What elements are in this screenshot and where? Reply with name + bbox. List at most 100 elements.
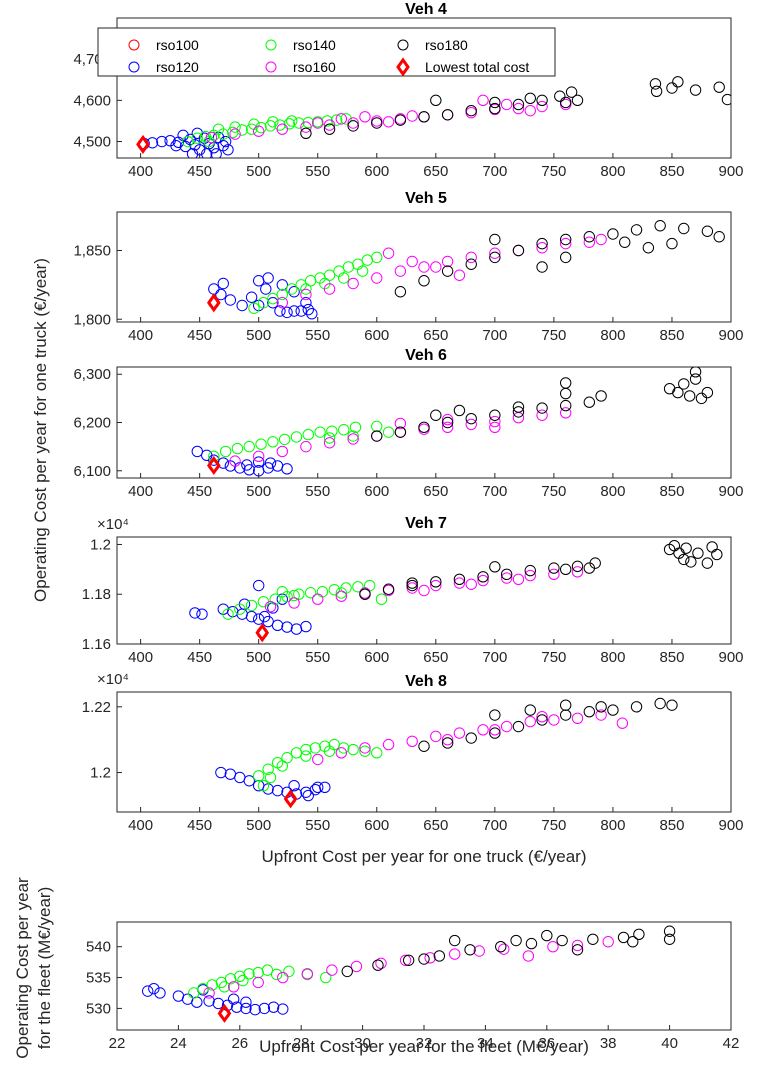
y-exponent-label: ×10⁴: [97, 671, 129, 688]
legend-marker-diamond: [396, 57, 410, 77]
point-rso180: [441, 416, 454, 429]
point-rso140: [229, 121, 241, 133]
point-rso120: [224, 294, 237, 306]
point-rso180: [565, 86, 578, 98]
point-rso140: [219, 445, 232, 458]
point-rso180: [583, 706, 596, 718]
point-rso180: [689, 84, 702, 96]
lowest-total-cost-marker: [283, 789, 298, 809]
point-rso180: [489, 102, 501, 115]
point-rso180: [666, 237, 678, 250]
point-rso160: [382, 247, 395, 259]
y-tick-label: 1.22: [82, 699, 111, 716]
panel-3: 400 450 500 550 600 650 700 750 800 850 900 6,100 6,…: [73, 347, 743, 500]
panel-title: Veh 8: [405, 673, 447, 690]
point-rso180: [418, 421, 430, 434]
y-exponent-label: ×10⁴: [97, 516, 129, 533]
legend-marker-rso120: [128, 61, 140, 73]
point-rso180: [721, 93, 731, 106]
x-tick-label: 450: [187, 649, 212, 666]
point-rso120: [241, 459, 253, 471]
point-rso180: [559, 563, 572, 576]
point-rso140: [267, 436, 279, 448]
x-tick-label: 650: [423, 817, 448, 834]
point-rso120: [249, 1003, 261, 1016]
point-rso180: [449, 934, 461, 947]
point-rso160: [312, 593, 324, 605]
point-rso140: [262, 763, 274, 775]
point-rso180: [654, 220, 666, 232]
x-tick-label: 900: [718, 163, 743, 180]
point-rso180: [701, 386, 714, 399]
point-rso160: [288, 597, 300, 609]
point-rso140: [270, 968, 283, 981]
point-rso120: [191, 445, 203, 458]
point-rso140: [338, 272, 350, 284]
panel-title: Veh 7: [405, 515, 447, 532]
point-rso180: [559, 377, 572, 389]
y-tick-label: 1.2: [90, 765, 111, 782]
point-rso140: [371, 420, 383, 433]
legend-label: rso180: [425, 37, 468, 53]
point-rso140: [257, 779, 270, 792]
panel-title: Veh 6: [405, 347, 447, 364]
x-axis-label-truck: Upfront Cost per year for one truck (€/y…: [261, 847, 586, 866]
point-rso160: [312, 117, 324, 129]
legend-marker-rso160: [265, 61, 277, 73]
point-rso160: [489, 724, 501, 736]
plot-area: [215, 697, 678, 809]
point-rso180: [559, 233, 572, 246]
point-rso180: [464, 944, 476, 956]
point-rso120: [276, 279, 289, 291]
point-rso160: [371, 272, 383, 284]
point-rso140: [218, 981, 231, 993]
x-tick-label: 400: [128, 327, 153, 344]
point-rso120: [219, 135, 232, 148]
y-tick-label: 1,800: [73, 311, 111, 328]
x-tick-label: 650: [423, 327, 448, 344]
point-rso180: [406, 579, 418, 592]
point-rso180: [559, 699, 572, 711]
point-rso140: [304, 587, 317, 599]
point-rso160: [323, 437, 336, 449]
point-rso140: [278, 433, 291, 446]
point-rso120: [210, 148, 222, 158]
point-rso140: [243, 968, 255, 980]
point-rso160: [205, 131, 218, 144]
point-rso180: [512, 98, 525, 111]
point-rso180: [666, 699, 678, 711]
x-tick-label: 700: [482, 649, 507, 666]
point-rso180: [559, 251, 572, 264]
point-rso120: [236, 299, 248, 312]
point-rso140: [349, 421, 362, 434]
point-rso120: [142, 985, 154, 997]
point-rso120: [170, 139, 182, 152]
y-tick-label: 6,200: [73, 415, 111, 432]
point-rso160: [347, 117, 359, 129]
point-rso180: [548, 562, 560, 574]
x-tick-label: 42: [723, 1035, 740, 1052]
x-tick-label: 400: [128, 817, 153, 834]
point-rso140: [288, 589, 300, 602]
point-rso120: [271, 619, 284, 632]
point-rso160: [335, 747, 348, 759]
point-rso160: [375, 957, 387, 970]
y-axis-label-fleet-line2: for the fleet (M€/year): [35, 887, 54, 1050]
point-rso180: [571, 94, 584, 107]
point-rso140: [208, 450, 220, 462]
point-rso180: [713, 231, 725, 243]
point-rso160: [616, 717, 629, 729]
point-rso140: [293, 117, 305, 129]
point-rso180: [559, 399, 572, 412]
x-tick-label: 26: [231, 1035, 248, 1052]
point-rso160: [477, 574, 489, 587]
point-rso180: [663, 933, 676, 945]
lowest-total-cost-marker: [255, 623, 270, 643]
point-rso160: [595, 233, 607, 246]
point-rso180: [536, 261, 548, 273]
point-rso120: [260, 283, 272, 295]
point-rso180: [701, 225, 714, 237]
point-rso180: [453, 404, 466, 417]
point-rso180: [489, 709, 501, 721]
